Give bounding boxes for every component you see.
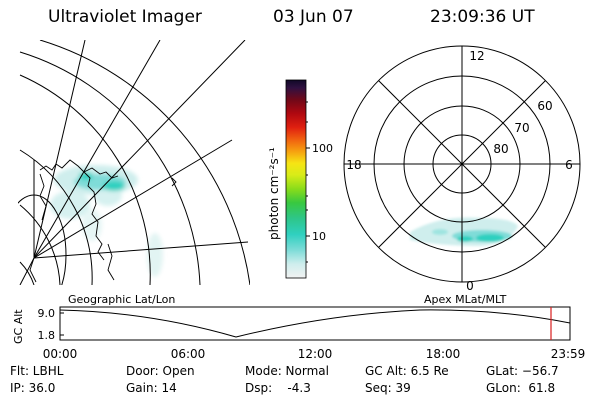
colorbar-tick-label: 100: [312, 142, 333, 155]
door-info: Door: Open: [126, 364, 195, 378]
altitude-ytick-label: 1.8: [38, 329, 56, 342]
colorbar-unit-label: photon cm⁻²s⁻¹: [267, 147, 281, 240]
mlat-label: 60: [537, 99, 552, 113]
colorbar-tick-label: 10: [312, 230, 326, 243]
colorbar: 100 10 photon cm⁻²s⁻¹: [267, 79, 333, 279]
altitude-axis-label: GC Alt: [12, 309, 25, 344]
seq-info: Seq: 39: [365, 381, 411, 395]
map-coastlines: [29, 159, 177, 283]
time-axis-label: 18:00: [426, 347, 461, 361]
filter-info: Flt: LBHL: [10, 364, 64, 378]
map-latitude-line: [19, 204, 61, 285]
time-axis-label: 00:00: [43, 347, 78, 361]
geographic-map: [18, 40, 250, 285]
instrument-title: Ultraviolet Imager: [48, 7, 202, 27]
colorbar-scale: [285, 79, 307, 279]
map-meridian: [33, 40, 161, 259]
map-latitude-line: [39, 40, 250, 285]
altitude-ytick-label: 9.0: [38, 307, 56, 320]
map-latitude-line: [19, 261, 35, 285]
dsp-info: Dsp: -4.3: [245, 381, 311, 395]
map-grid: [18, 40, 250, 285]
time-axis-label: 06:00: [171, 347, 206, 361]
altitude-plot: Geographic Lat/Lon Apex MLat/MLT 9.0 1.8…: [12, 293, 585, 361]
mlt-label-midnight: 0: [466, 279, 474, 293]
ip-info: IP: 36.0: [10, 381, 56, 395]
map-aurora-emission: [50, 165, 163, 277]
polar-mlt-line: [378, 80, 546, 248]
date-label: 03 Jun 07: [273, 7, 354, 27]
mlt-label-dawn: 6: [565, 158, 573, 172]
polar-grid: [343, 45, 581, 283]
polar-plot: 12 18 6 0 60 70 80: [343, 45, 581, 293]
mlat-label: 80: [493, 142, 508, 156]
map-meridian: [33, 40, 86, 259]
mlt-label-dusk: 18: [346, 158, 361, 172]
map-projection-label: Geographic Lat/Lon: [68, 293, 175, 306]
map-meridian: [33, 40, 246, 259]
map-latitude-line: [19, 51, 201, 285]
glat-info: GLat: −56.7: [486, 364, 559, 378]
time-axis-label: 23:59: [551, 347, 586, 361]
polar-projection-label: Apex MLat/MLT: [424, 293, 507, 306]
gc-alt-info: GC Alt: 6.5 Re: [365, 364, 449, 378]
mlat-label: 70: [514, 121, 529, 135]
time-axis-label: 12:00: [298, 347, 333, 361]
glon-info: GLon: 61.8: [486, 381, 556, 395]
altitude-curve: [59, 309, 571, 338]
mode-info: Mode: Normal: [245, 364, 329, 378]
map-meridian: [33, 139, 233, 259]
gain-info: Gain: 14: [126, 381, 177, 395]
mlt-label-noon: 12: [469, 49, 484, 63]
polar-aurora-emission: [410, 217, 518, 246]
map-latitude-line: [19, 149, 93, 285]
map-meridian: [19, 257, 35, 285]
map-meridian: [33, 241, 249, 259]
altitude-plot-frame: [59, 306, 571, 341]
time-label: 23:09:36 UT: [430, 7, 535, 27]
